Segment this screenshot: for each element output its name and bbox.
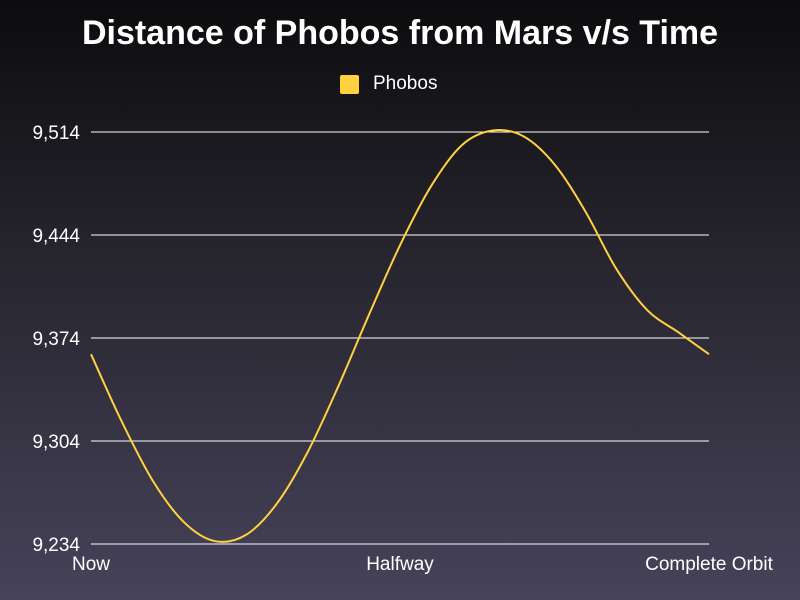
y-axis-ticks: 9,514 9,444 9,374 9,304 9,234 [32, 123, 80, 556]
legend-swatch-phobos [340, 74, 359, 94]
y-tick-label: 9,304 [32, 432, 80, 453]
y-tick-label: 9,444 [32, 226, 80, 247]
y-tick-label: 9,514 [32, 123, 80, 144]
y-tick-label: 9,374 [32, 329, 80, 350]
y-tick-label: 9,234 [32, 535, 80, 556]
x-tick-label-complete-orbit: Complete Orbit [645, 554, 773, 575]
legend: Phobos [340, 72, 437, 96]
chart-title: Distance of Phobos from Mars v/s Time [81, 14, 719, 52]
series-line-phobos [90, 129, 710, 543]
x-tick-label-halfway: Halfway [366, 554, 434, 575]
x-tick-label-now: Now [72, 554, 110, 575]
x-axis-ticks: Now Halfway Complete Orbit [72, 554, 774, 575]
grid-lines [91, 131, 709, 545]
legend-label-phobos: Phobos [373, 73, 438, 94]
